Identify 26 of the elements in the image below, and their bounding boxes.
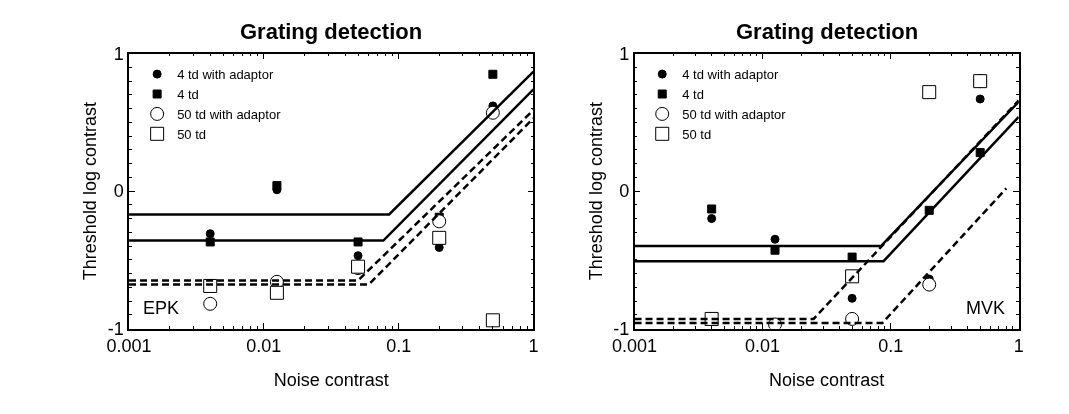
legend-label: 4 td (177, 87, 199, 103)
y-tick-label: 0 (113, 181, 124, 202)
x-tick-label: 0.1 (878, 335, 904, 356)
legend-label: 4 td (682, 87, 704, 103)
chart-title: Grating detection (736, 19, 919, 44)
legend-label: 50 td with adaptor (177, 106, 282, 122)
legend-label: 50 td with adaptor (682, 106, 787, 122)
y-tick-label: 1 (113, 43, 124, 64)
x-axis-title: Noise contrast (273, 369, 389, 390)
annotation: MVK (966, 298, 1006, 318)
x-tick-label: 0.1 (386, 335, 412, 356)
x-axis-title: Noise contrast (769, 369, 885, 390)
y-axis-title: Threshold log contrast (80, 102, 101, 281)
annotation: EPK (143, 298, 180, 318)
legend-label: 50 td (177, 126, 207, 142)
y-tick-label: 0 (619, 181, 630, 202)
legend-label: 50 td (682, 126, 712, 142)
x-tick-label: 1 (528, 335, 539, 356)
x-tick-label: 1 (1013, 335, 1024, 356)
x-tick-label: 0.01 (246, 335, 282, 356)
chart-title: Grating detection (240, 19, 423, 44)
x-tick-label: 0.01 (745, 335, 781, 356)
y-tick-label: 1 (619, 43, 630, 64)
legend-label: 4 td with adaptor (177, 67, 274, 83)
legend-label: 4 td with adaptor (682, 67, 780, 83)
y-axis-title: Threshold log contrast (585, 102, 606, 281)
